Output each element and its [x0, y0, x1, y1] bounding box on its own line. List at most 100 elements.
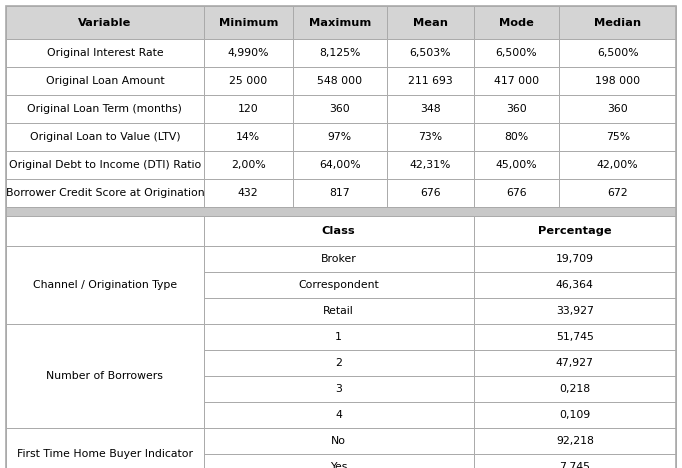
Text: 676: 676 — [506, 188, 527, 198]
Text: No: No — [331, 436, 346, 446]
Text: 2,00%: 2,00% — [231, 160, 265, 170]
Text: Correspondent: Correspondent — [298, 280, 379, 290]
Text: 3: 3 — [336, 384, 342, 394]
Bar — [6, 95, 204, 123]
Text: First Time Home Buyer Indicator: First Time Home Buyer Indicator — [17, 449, 193, 459]
Text: 19,709: 19,709 — [556, 254, 594, 264]
Text: Original Debt to Income (DTI) Ratio: Original Debt to Income (DTI) Ratio — [9, 160, 201, 170]
Text: Mean: Mean — [413, 17, 447, 28]
Bar — [6, 428, 204, 468]
Bar — [387, 123, 474, 151]
Text: Variable: Variable — [78, 17, 132, 28]
Text: 14%: 14% — [236, 132, 261, 142]
Text: 360: 360 — [329, 104, 350, 114]
Bar — [6, 123, 204, 151]
Bar — [204, 123, 293, 151]
Bar — [204, 246, 474, 272]
Text: 73%: 73% — [418, 132, 442, 142]
Text: 348: 348 — [420, 104, 441, 114]
Bar — [204, 179, 293, 207]
Bar — [204, 151, 293, 179]
Bar — [559, 151, 676, 179]
Text: Mode: Mode — [499, 17, 534, 28]
Bar — [204, 272, 474, 298]
Text: 42,31%: 42,31% — [409, 160, 451, 170]
Text: 25 000: 25 000 — [229, 76, 267, 86]
Text: 211 693: 211 693 — [408, 76, 452, 86]
Bar — [474, 39, 559, 67]
Text: Broker: Broker — [321, 254, 357, 264]
Bar — [474, 246, 676, 272]
Bar — [474, 454, 676, 468]
Text: 97%: 97% — [327, 132, 352, 142]
Bar — [474, 151, 559, 179]
Text: 1: 1 — [336, 332, 342, 342]
Bar — [474, 95, 559, 123]
Text: 4: 4 — [336, 410, 342, 420]
Text: 432: 432 — [238, 188, 258, 198]
Bar — [204, 402, 474, 428]
Bar — [204, 454, 474, 468]
Text: Number of Borrowers: Number of Borrowers — [46, 371, 163, 381]
Bar — [6, 67, 204, 95]
Text: Class: Class — [322, 226, 355, 236]
Bar — [559, 123, 676, 151]
Text: 92,218: 92,218 — [556, 436, 594, 446]
Bar — [293, 179, 387, 207]
Bar — [387, 179, 474, 207]
Bar — [204, 298, 474, 324]
Bar — [387, 151, 474, 179]
Text: 46,364: 46,364 — [556, 280, 594, 290]
Text: 33,927: 33,927 — [556, 306, 594, 316]
Bar — [474, 350, 676, 376]
Bar — [387, 39, 474, 67]
Bar — [387, 67, 474, 95]
Text: 6,500%: 6,500% — [597, 48, 638, 58]
Bar — [474, 428, 676, 454]
Text: 0,109: 0,109 — [559, 410, 591, 420]
Bar — [6, 39, 204, 67]
Bar — [6, 179, 204, 207]
Text: Minimum: Minimum — [218, 17, 278, 28]
Bar — [293, 123, 387, 151]
Bar — [293, 151, 387, 179]
Bar — [293, 67, 387, 95]
Bar — [293, 95, 387, 123]
Bar — [559, 6, 676, 39]
Bar — [474, 272, 676, 298]
Bar — [559, 39, 676, 67]
Text: 8,125%: 8,125% — [319, 48, 360, 58]
Text: 360: 360 — [608, 104, 628, 114]
Text: 47,927: 47,927 — [556, 358, 594, 368]
Text: Retail: Retail — [323, 306, 354, 316]
Bar — [293, 6, 387, 39]
Text: 548 000: 548 000 — [317, 76, 362, 86]
Text: Yes: Yes — [330, 462, 347, 468]
Bar — [204, 95, 293, 123]
Bar — [474, 179, 559, 207]
Text: Channel / Origination Type: Channel / Origination Type — [33, 280, 177, 290]
Bar — [474, 123, 559, 151]
Bar — [474, 402, 676, 428]
Text: 64,00%: 64,00% — [319, 160, 361, 170]
Bar — [204, 428, 474, 454]
Text: Original Loan to Value (LTV): Original Loan to Value (LTV) — [29, 132, 180, 142]
Bar — [474, 6, 559, 39]
Text: Median: Median — [594, 17, 641, 28]
Bar — [204, 216, 474, 246]
Bar — [6, 207, 676, 216]
Bar — [474, 67, 559, 95]
Bar — [204, 6, 293, 39]
Text: 672: 672 — [608, 188, 628, 198]
Bar — [474, 298, 676, 324]
Text: 676: 676 — [420, 188, 441, 198]
Text: Original Loan Term (months): Original Loan Term (months) — [27, 104, 182, 114]
Bar — [387, 6, 474, 39]
Text: Original Loan Amount: Original Loan Amount — [46, 76, 164, 86]
Text: 2: 2 — [336, 358, 342, 368]
Bar — [6, 6, 204, 39]
Text: 0,218: 0,218 — [559, 384, 591, 394]
Text: 42,00%: 42,00% — [597, 160, 638, 170]
Text: Maximum: Maximum — [308, 17, 371, 28]
Text: 80%: 80% — [505, 132, 529, 142]
